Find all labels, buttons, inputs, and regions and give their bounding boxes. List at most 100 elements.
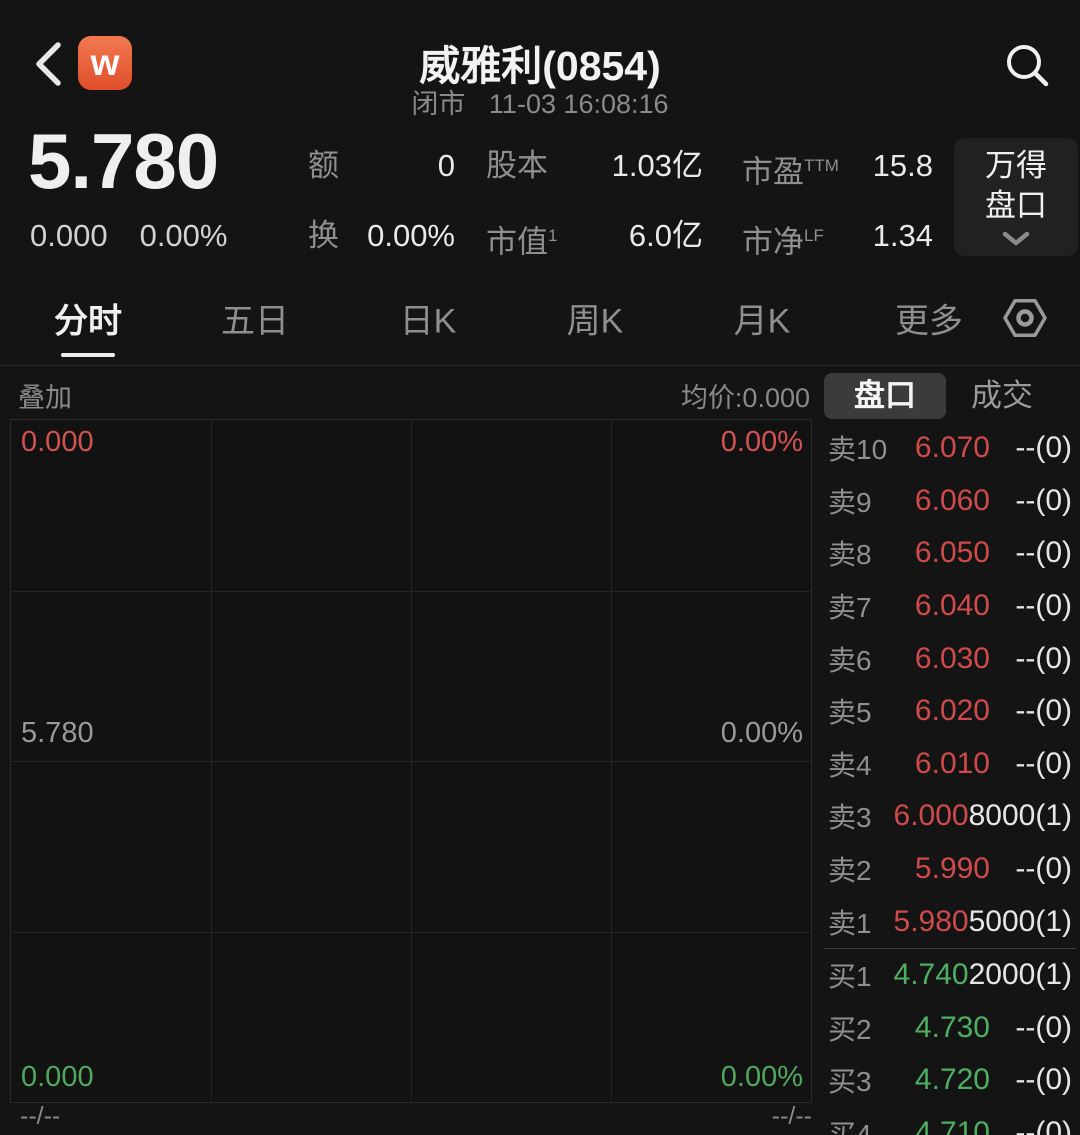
search-button[interactable] (1000, 38, 1056, 94)
ask-amount: 5000(1) (968, 904, 1072, 938)
ask-level-label: 卖7 (828, 592, 872, 624)
ask-price: 6.020 (914, 694, 990, 728)
stat-pe-value: 15.8 (872, 148, 933, 183)
quote-timestamp: 11-03 16:08:16 (488, 89, 669, 119)
ask-price: 5.990 (914, 852, 990, 886)
wind-pankou-button[interactable]: 万得 盘口 (954, 138, 1078, 256)
tab-five-day[interactable]: 五日 (221, 302, 289, 340)
ask-row[interactable]: 卖8 6.050 --(0) (820, 527, 1080, 580)
bid-price: 4.710 (914, 1116, 990, 1135)
tab-more[interactable]: 更多 (895, 302, 963, 340)
ask-amount: --(0) (1015, 641, 1072, 675)
average-price-label: 均价:0.000 (680, 383, 810, 413)
ask-row[interactable]: 卖6 6.030 --(0) (820, 632, 1080, 685)
y-axis-top-left: 0.000 (21, 426, 94, 458)
time-axis-end: --/-- (771, 1102, 812, 1130)
bid-row[interactable]: 买1 4.740 2000(1) (820, 949, 1080, 1002)
time-axis-start: --/-- (20, 1102, 61, 1130)
stat-turnover-value: 0.00% (367, 218, 455, 253)
market-status-line: 闭市 11-03 16:08:16 (0, 82, 1080, 121)
stat-share-capital-label: 股本 (486, 148, 548, 183)
ask-row[interactable]: 卖3 6.000 8000(1) (820, 790, 1080, 843)
wind-pankou-line2: 盘口 (985, 188, 1047, 223)
bid-row[interactable]: 买3 4.720 --(0) (820, 1054, 1080, 1107)
tab-minute-line[interactable]: 分时 (54, 302, 122, 340)
bid-price: 4.740 (893, 958, 969, 992)
ask-amount: --(0) (1015, 589, 1072, 623)
chevron-down-icon (1002, 231, 1030, 246)
bid-amount: --(0) (1015, 1063, 1072, 1097)
ask-level-label: 卖5 (828, 697, 872, 729)
stat-market-cap-value: 6.0亿 (628, 218, 703, 253)
ask-level-label: 卖10 (828, 434, 888, 466)
bid-amount: --(0) (1015, 1116, 1072, 1135)
ask-amount: --(0) (1015, 852, 1072, 886)
ask-row[interactable]: 卖9 6.060 --(0) (820, 475, 1080, 528)
grid-line (11, 761, 811, 762)
stat-share-capital-value: 1.03亿 (611, 148, 703, 183)
price-change-row: 0.000 0.00% (30, 218, 227, 254)
wind-app-logo-icon[interactable]: w (78, 36, 132, 90)
tab-daily-k[interactable]: 日K (399, 302, 457, 340)
bid-level-label: 买4 (828, 1119, 872, 1135)
ask-row[interactable]: 卖1 5.980 5000(1) (820, 895, 1080, 948)
wind-pankou-line1: 万得 (985, 148, 1047, 183)
ask-row[interactable]: 卖5 6.020 --(0) (820, 685, 1080, 738)
ask-row[interactable]: 卖10 6.070 --(0) (820, 422, 1080, 475)
ask-amount: --(0) (1015, 694, 1072, 728)
ask-row[interactable]: 卖4 6.010 --(0) (820, 738, 1080, 791)
ask-row[interactable]: 卖2 5.990 --(0) (820, 843, 1080, 896)
ask-row[interactable]: 卖7 6.040 --(0) (820, 580, 1080, 633)
ask-level-label: 卖2 (828, 855, 872, 887)
back-button[interactable] (28, 38, 72, 90)
bid-amount: --(0) (1015, 1010, 1072, 1044)
ask-level-label: 卖3 (828, 802, 872, 834)
stat-pb-label: 市净LF (742, 224, 824, 260)
bid-row[interactable]: 买4 4.710 --(0) (820, 1107, 1080, 1135)
ask-amount: --(0) (1015, 746, 1072, 780)
ask-price: 5.980 (893, 904, 969, 938)
tab-order-book[interactable]: 盘口 (824, 373, 946, 419)
stat-pb-value: 1.34 (872, 218, 933, 253)
ask-bid-divider (824, 947, 1076, 949)
stat-amount-label: 额 (308, 148, 339, 183)
ask-price: 6.050 (914, 536, 990, 570)
tab-monthly-k[interactable]: 月K (733, 302, 791, 340)
ask-level-label: 卖6 (828, 644, 872, 676)
tab-trades[interactable]: 成交 (971, 378, 1033, 413)
chart-settings-button[interactable] (999, 292, 1051, 344)
wind-logo-letter: w (90, 42, 120, 83)
ask-level-label: 卖4 (828, 749, 872, 781)
price-change: 0.000 (30, 218, 108, 253)
tab-weekly-k[interactable]: 周K (566, 302, 624, 340)
grid-line (11, 590, 811, 592)
price-change-pct: 0.00% (139, 218, 228, 253)
ask-amount: --(0) (1015, 536, 1072, 570)
active-tab-underline (61, 353, 115, 357)
bid-level-label: 买1 (828, 961, 872, 993)
pb-sup: LF (804, 226, 824, 245)
y-axis-top-right: 0.00% (720, 426, 803, 458)
back-chevron-icon (36, 42, 61, 86)
bid-row[interactable]: 买2 4.730 --(0) (820, 1002, 1080, 1055)
search-icon (1007, 45, 1049, 87)
bid-level-label: 买2 (828, 1013, 872, 1045)
y-axis-bottom-left: 0.000 (21, 1061, 94, 1093)
ask-price: 6.010 (914, 746, 990, 780)
ask-price: 6.040 (914, 589, 990, 623)
ask-price: 6.000 (893, 799, 969, 833)
settings-icon (1003, 298, 1047, 338)
intraday-chart[interactable]: 0.000 0.00% 5.780 0.00% 0.000 0.00% (10, 419, 812, 1103)
market-cap-sup: 1 (548, 226, 558, 245)
ask-amount: --(0) (1015, 431, 1072, 465)
bid-amount: 2000(1) (968, 958, 1072, 992)
market-status: 闭市 (411, 89, 466, 119)
stat-pe-label: 市盈TTM (742, 154, 839, 190)
ask-amount: 8000(1) (968, 799, 1072, 833)
stat-turnover-label: 换 (308, 218, 339, 253)
order-book-panel: 盘口 成交 卖10 6.070 --(0) 卖9 6.060 --(0) 卖8 … (820, 366, 1080, 1135)
overlay-toggle[interactable]: 叠加 (18, 383, 72, 413)
ask-level-label: 卖9 (828, 486, 872, 518)
ask-level-label: 卖1 (828, 907, 872, 939)
